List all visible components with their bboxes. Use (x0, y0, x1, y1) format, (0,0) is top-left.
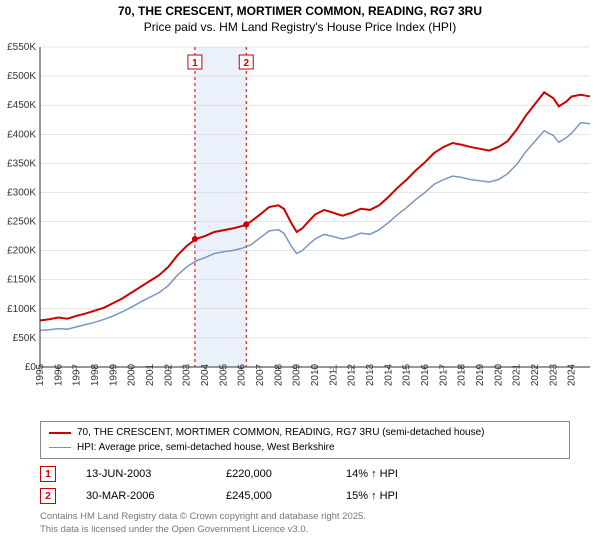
svg-text:£550K: £550K (7, 42, 36, 53)
legend-label: HPI: Average price, semi-detached house,… (77, 440, 335, 455)
svg-text:£350K: £350K (7, 159, 36, 170)
svg-text:£250K: £250K (7, 217, 36, 228)
legend: 70, THE CRESCENT, MORTIMER COMMON, READI… (40, 421, 570, 459)
sale-date: 13-JUN-2003 (86, 468, 196, 480)
sale-marker-icon: 1 (40, 466, 56, 482)
svg-text:1: 1 (192, 58, 198, 69)
footer-line2: This data is licensed under the Open Gov… (40, 524, 570, 536)
sale-marker-icon: 2 (40, 488, 56, 504)
sale-date: 30-MAR-2006 (86, 490, 196, 502)
sale-vs-hpi: 15% ↑ HPI (346, 490, 398, 502)
svg-text:£50K: £50K (13, 333, 37, 344)
svg-text:£400K: £400K (7, 129, 36, 140)
footer-attribution: Contains HM Land Registry data © Crown c… (40, 511, 570, 536)
chart-container: { "title_line1": "70, THE CRESCENT, MORT… (0, 0, 600, 536)
sales-table: 1 13-JUN-2003 £220,000 14% ↑ HPI 2 30-MAR-200… (40, 463, 570, 507)
svg-text:2: 2 (243, 58, 249, 69)
title-line2: Price paid vs. HM Land Registry's House … (0, 20, 600, 36)
svg-text:£200K: £200K (7, 246, 36, 257)
legend-item: HPI: Average price, semi-detached house,… (49, 440, 561, 455)
svg-text:£100K: £100K (7, 304, 36, 315)
sale-row: 2 30-MAR-2006 £245,000 15% ↑ HPI (40, 485, 570, 507)
sale-price: £245,000 (226, 490, 316, 502)
legend-label: 70, THE CRESCENT, MORTIMER COMMON, READI… (77, 425, 485, 440)
chart-title: 70, THE CRESCENT, MORTIMER COMMON, READI… (0, 0, 600, 37)
title-line1: 70, THE CRESCENT, MORTIMER COMMON, READI… (0, 4, 600, 20)
legend-swatch (49, 432, 71, 434)
svg-text:£300K: £300K (7, 188, 36, 199)
legend-item: 70, THE CRESCENT, MORTIMER COMMON, READI… (49, 425, 561, 440)
svg-text:£500K: £500K (7, 71, 36, 82)
line-chart-svg: £0£50K£100K£150K£200K£250K£300K£350K£400… (0, 37, 600, 417)
sale-price: £220,000 (226, 468, 316, 480)
footer-line1: Contains HM Land Registry data © Crown c… (40, 511, 570, 523)
legend-swatch (49, 447, 71, 448)
sale-vs-hpi: 14% ↑ HPI (346, 468, 398, 480)
svg-text:£450K: £450K (7, 100, 36, 111)
chart-plot-area: £0£50K£100K£150K£200K£250K£300K£350K£400… (0, 37, 600, 417)
sale-row: 1 13-JUN-2003 £220,000 14% ↑ HPI (40, 463, 570, 485)
svg-text:£150K: £150K (7, 275, 36, 286)
